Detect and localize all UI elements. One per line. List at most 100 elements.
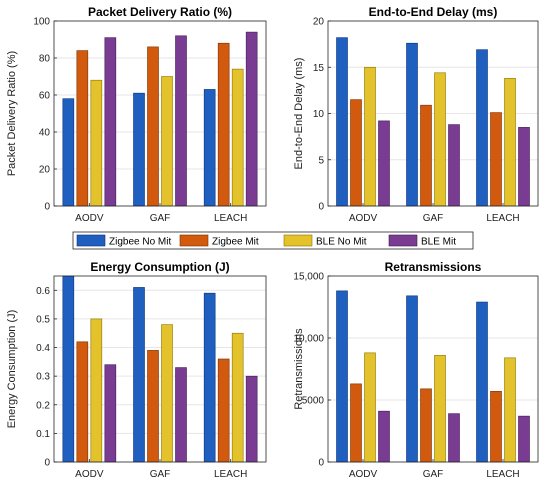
axes-frame — [327, 20, 539, 207]
x-tick-label: LEACH — [486, 469, 519, 480]
bar-zigbee-no-mit-aodv — [336, 37, 348, 207]
plot-area — [54, 21, 266, 206]
bar-zigbee-mit-aodv — [76, 341, 89, 463]
bar-zigbee-mit-gaf — [147, 350, 159, 463]
bar-ble-mit-gaf — [448, 124, 460, 207]
x-tick-label: GAF — [423, 469, 444, 480]
bar-ble-no-mit-leach — [504, 78, 516, 207]
bar-ble-mit-gaf — [448, 413, 460, 463]
bar-zigbee-no-mit-gaf — [406, 42, 418, 207]
chart-title: Retransmissions — [385, 260, 482, 274]
y-tick-label: 0.1 — [36, 429, 50, 440]
x-tick-label: GAF — [423, 213, 444, 224]
legend-label: Zigbee Mit — [212, 237, 259, 248]
y-axis-label: Energy Consumption (J) — [6, 310, 18, 429]
y-axis-label: Retransmissions — [293, 328, 305, 410]
bar-ble-no-mit-gaf — [161, 324, 173, 463]
legend-label: BLE No Mit — [316, 237, 367, 248]
y-tick-label: 15 — [313, 63, 325, 74]
bar-ble-no-mit-aodv — [90, 318, 103, 463]
bar-ble-mit-leach — [245, 375, 258, 463]
bar-zigbee-no-mit-aodv — [62, 275, 75, 463]
legend-label: BLE Mit — [421, 237, 456, 248]
y-tick-label: 5 — [318, 155, 324, 166]
axes-frame — [53, 20, 267, 207]
bar-zigbee-mit-aodv — [76, 50, 89, 207]
legend-swatch-ble-mit — [388, 234, 418, 247]
bar-zigbee-no-mit-leach — [203, 89, 216, 207]
bar-zigbee-mit-leach — [217, 358, 230, 463]
y-tick-label: 0 — [318, 458, 324, 469]
y-tick-label: 0 — [44, 202, 50, 213]
bar-zigbee-mit-leach — [490, 112, 502, 207]
x-tick-label: AODV — [75, 469, 104, 480]
axes-frame — [327, 275, 539, 463]
y-tick-label: 5000 — [302, 396, 325, 407]
bar-zigbee-mit-gaf — [147, 46, 159, 207]
y-tick-label: 60 — [39, 91, 51, 102]
chart-title: Energy Consumption (J) — [90, 260, 229, 274]
bar-ble-mit-aodv — [104, 364, 117, 463]
y-tick-label: 0.3 — [36, 372, 50, 383]
y-tick-label: 0.6 — [36, 286, 50, 297]
bar-zigbee-no-mit-gaf — [133, 287, 145, 463]
bar-ble-no-mit-gaf — [434, 72, 446, 207]
y-tick-label: 10 — [313, 109, 325, 120]
x-tick-label: AODV — [349, 213, 378, 224]
y-tick-label: 20 — [313, 17, 325, 28]
x-tick-label: LEACH — [486, 213, 519, 224]
legend-box — [72, 231, 474, 250]
plot-area — [328, 276, 538, 462]
bar-ble-no-mit-aodv — [90, 79, 103, 207]
plot-area — [54, 276, 266, 462]
bar-ble-mit-leach — [245, 31, 258, 207]
legend-swatch-ble-no-mit — [283, 234, 313, 247]
axes-frame — [53, 275, 267, 463]
chart-3: AODV GAF LEACH 0 0.1 0.2 0.3 0.4 0.5 0.6 Energy Co… — [6, 260, 267, 480]
bar-ble-no-mit-aodv — [364, 66, 376, 207]
bar-zigbee-no-mit-aodv — [62, 98, 75, 207]
bar-ble-mit-gaf — [175, 35, 187, 207]
x-tick-label: AODV — [75, 213, 104, 224]
x-tick-label: LEACH — [214, 213, 247, 224]
bar-zigbee-mit-gaf — [420, 388, 432, 463]
y-tick-label: 0 — [44, 458, 50, 469]
chart-4: AODV GAF LEACH 0 5000 10,000 15,000 Retransmiss… — [293, 260, 539, 480]
bar-zigbee-no-mit-leach — [476, 49, 488, 207]
bar-ble-no-mit-leach — [231, 68, 244, 207]
y-tick-label: 0.2 — [36, 400, 50, 411]
bar-zigbee-no-mit-leach — [203, 292, 216, 463]
y-tick-label: 0 — [318, 202, 324, 213]
bar-ble-no-mit-leach — [504, 357, 516, 463]
y-tick-label: 0.4 — [36, 343, 50, 354]
bar-zigbee-mit-gaf — [420, 104, 432, 207]
y-tick-label: 20 — [39, 165, 51, 176]
bar-ble-mit-aodv — [378, 410, 390, 463]
bar-ble-mit-leach — [518, 127, 530, 207]
bar-ble-mit-leach — [518, 415, 530, 463]
bar-zigbee-mit-leach — [490, 391, 502, 463]
bar-zigbee-no-mit-gaf — [406, 295, 418, 463]
chart-2: AODV GAF LEACH 0 5 10 15 20 End-to-End Delay (ms… — [293, 5, 539, 224]
y-tick-label: 100 — [33, 17, 50, 28]
bar-zigbee-mit-leach — [217, 42, 230, 207]
bar-ble-mit-aodv — [378, 120, 390, 207]
bar-zigbee-no-mit-leach — [476, 301, 488, 463]
bar-ble-no-mit-gaf — [434, 355, 446, 463]
legend-swatch-zigbee-no-mit — [76, 234, 106, 247]
legend-label: Zigbee No Mit — [109, 237, 171, 248]
legend-swatch-zigbee-mit — [179, 234, 209, 247]
y-axis-label: Packet Delivery Ratio (%) — [6, 51, 18, 176]
bar-zigbee-no-mit-gaf — [133, 92, 145, 207]
chart-title: Packet Delivery Ratio (%) — [88, 5, 232, 19]
y-tick-label: 80 — [39, 54, 51, 65]
bar-zigbee-no-mit-aodv — [336, 290, 348, 463]
x-tick-label: AODV — [349, 469, 378, 480]
x-tick-label: GAF — [150, 213, 171, 224]
chart-title: End-to-End Delay (ms) — [369, 5, 498, 19]
x-tick-label: LEACH — [214, 469, 247, 480]
y-tick-label: 40 — [39, 128, 51, 139]
bar-ble-mit-aodv — [104, 37, 117, 207]
y-tick-label: 10,000 — [293, 334, 324, 345]
